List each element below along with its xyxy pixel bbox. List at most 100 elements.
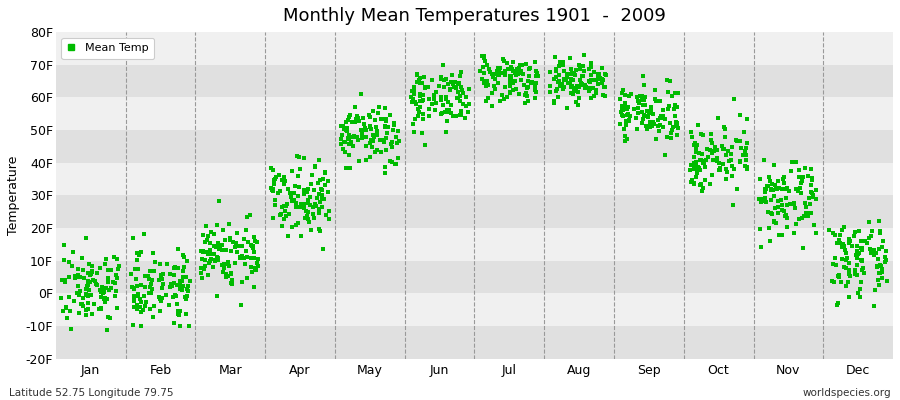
Point [660, 134, 674, 140]
Text: worldspecies.org: worldspecies.org [803, 388, 891, 398]
Point [662, 78, 677, 84]
Point [412, 75, 427, 81]
Point [354, 91, 368, 97]
Point [133, 296, 148, 302]
Point [730, 186, 744, 192]
Point [352, 158, 366, 164]
Point [792, 174, 806, 180]
Point [506, 59, 520, 65]
Point [220, 274, 234, 280]
Point [592, 75, 607, 81]
Point [832, 274, 846, 281]
Point [690, 142, 705, 148]
Bar [56, 195, 893, 228]
Point [449, 95, 464, 102]
Point [133, 282, 148, 288]
Point [685, 177, 699, 183]
Point [503, 88, 517, 95]
Point [418, 142, 433, 148]
Point [779, 184, 794, 191]
Point [342, 132, 356, 139]
Point [705, 150, 719, 156]
Point [867, 246, 881, 253]
Point [832, 240, 847, 246]
Point [155, 276, 169, 282]
Point [413, 92, 428, 99]
Point [522, 73, 536, 80]
Point [661, 106, 675, 112]
Point [774, 196, 788, 203]
Point [655, 113, 670, 119]
Point [207, 243, 221, 250]
Point [334, 141, 348, 147]
Point [774, 186, 788, 192]
Point [197, 266, 211, 272]
Point [495, 56, 509, 62]
Point [447, 79, 462, 86]
Point [547, 98, 562, 104]
Point [169, 301, 184, 307]
Point [803, 201, 817, 207]
Point [91, 306, 105, 312]
Point [853, 245, 868, 251]
Point [436, 61, 451, 68]
Point [422, 112, 436, 119]
Point [316, 176, 330, 182]
Point [297, 154, 311, 161]
Point [135, 307, 149, 314]
Point [439, 76, 454, 82]
Point [167, 264, 182, 270]
Point [239, 248, 254, 254]
Point [338, 119, 353, 125]
Point [562, 79, 576, 86]
Point [839, 265, 853, 271]
Point [706, 148, 721, 154]
Point [557, 76, 572, 82]
Point [557, 84, 572, 91]
Point [510, 71, 525, 77]
Point [480, 82, 494, 88]
Point [130, 302, 144, 308]
Point [226, 238, 240, 245]
Point [518, 92, 532, 98]
Point [770, 185, 784, 192]
Point [317, 196, 331, 202]
Point [734, 137, 748, 144]
Point [72, 292, 86, 299]
Point [81, 293, 95, 300]
Point [658, 116, 672, 122]
Point [649, 136, 663, 142]
Point [200, 249, 214, 255]
Point [451, 89, 465, 96]
Point [556, 62, 571, 68]
Point [642, 109, 656, 116]
Point [291, 193, 305, 199]
Point [216, 226, 230, 233]
Point [211, 240, 225, 246]
Point [806, 221, 821, 228]
Point [643, 119, 657, 126]
Point [547, 100, 562, 106]
Point [196, 248, 211, 255]
Point [500, 94, 514, 100]
Point [615, 112, 629, 118]
Point [635, 73, 650, 79]
Point [503, 83, 517, 90]
Point [342, 141, 356, 147]
Point [79, 291, 94, 298]
Point [304, 226, 319, 233]
Bar [56, 97, 893, 130]
Point [653, 112, 668, 119]
Point [359, 157, 374, 164]
Point [166, 294, 180, 300]
Point [367, 132, 382, 138]
Point [566, 91, 580, 98]
Point [668, 102, 682, 108]
Point [613, 121, 627, 128]
Point [407, 90, 421, 97]
Point [569, 86, 583, 92]
Point [693, 156, 707, 163]
Point [874, 262, 888, 269]
Point [767, 219, 781, 226]
Point [448, 112, 463, 119]
